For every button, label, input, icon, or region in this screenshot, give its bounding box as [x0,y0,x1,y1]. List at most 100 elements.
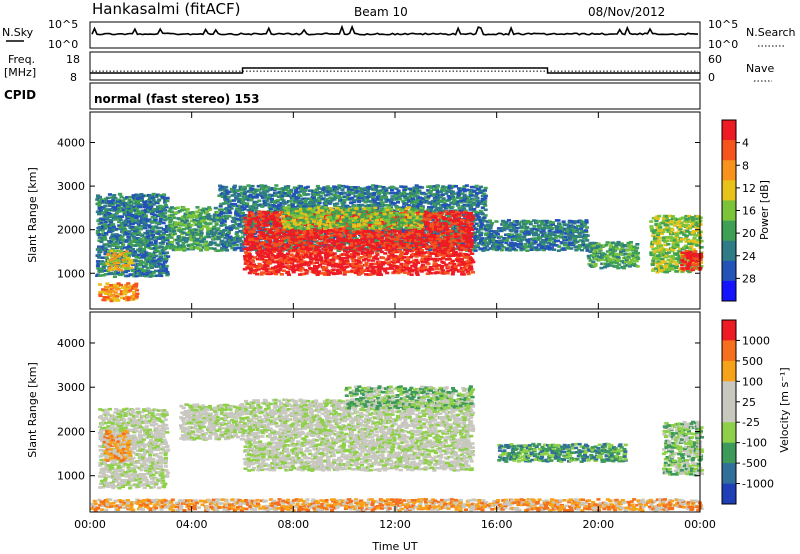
heatmap-cell [223,195,228,198]
heatmap-cell [317,201,322,205]
heatmap-cell [216,237,221,240]
heatmap-cell [144,254,149,257]
heatmap-cell [100,206,105,209]
heatmap-cell [109,239,114,243]
heatmap-cell [339,234,344,238]
heatmap-cell [225,234,230,237]
heatmap-cell [482,202,487,206]
heatmap-cell [123,256,128,260]
heatmap-cell [103,227,108,230]
heatmap-cell [482,189,487,192]
heatmap-cell [212,233,217,236]
heatmap-cell [118,209,123,213]
heatmap-cell [200,239,205,242]
heatmap-cell [218,220,223,223]
heatmap-cell [265,223,270,227]
heatmap-cell [119,290,124,293]
heatmap-cell [231,224,236,227]
heatmap-cell [344,185,349,188]
heatmap-cell [171,227,176,230]
heatmap-cell [299,201,304,204]
heatmap-cell [110,243,115,247]
heatmap-cell [111,216,116,220]
heatmap-cell [106,208,111,211]
heatmap-cell [331,258,336,261]
heatmap-cell [215,228,220,232]
heatmap-cell [151,264,156,268]
heatmap-cell [116,271,121,275]
heatmap-cell [231,204,236,207]
heatmap-cell [109,218,114,222]
heatmap-cell [189,215,194,219]
heatmap-cell [122,264,127,267]
heatmap-cell [136,263,141,267]
heatmap-cell [286,236,291,239]
heatmap-cell [149,273,154,276]
heatmap-cell [319,259,324,262]
heatmap-cell [158,237,163,240]
heatmap-cell [245,195,250,198]
heatmap-cell [261,249,266,252]
heatmap-cell [192,218,197,222]
heatmap-cell [111,201,116,205]
nsky-trace [91,24,698,36]
heatmap-cell [482,192,487,196]
heatmap-cell [288,210,293,213]
heatmap-cell [187,231,192,234]
heatmap-cell [337,186,342,189]
heatmap-cell [105,290,110,293]
heatmap-cell [240,199,245,203]
heatmap-cell [138,237,143,241]
heatmap-cell [260,233,265,237]
heatmap-cell [115,242,120,246]
heatmap-cell [140,209,145,213]
heatmap-cell [97,256,102,259]
heatmap-cell [303,268,308,272]
heatmap-cell [142,249,147,253]
heatmap-cell [179,208,184,212]
heatmap-cell [134,244,139,247]
heatmap-cell [143,226,148,230]
heatmap-cell [199,227,204,231]
heatmap-cell [281,237,286,241]
heatmap-cell [106,285,111,289]
heatmap-cell [134,284,139,288]
heatmap-cell [147,229,152,233]
heatmap-cell [202,225,207,228]
heatmap-cell [212,225,217,229]
heatmap-cell [191,215,196,218]
heatmap-cell [264,196,269,199]
heatmap-cell [281,199,286,202]
heatmap-cell [296,202,301,206]
heatmap-cell [260,205,265,208]
heatmap-cell [330,232,335,235]
heatmap-cell [98,248,103,252]
heatmap-cell [175,242,180,245]
heatmap-cell [141,236,146,239]
heatmap-cell [183,221,188,224]
heatmap-cell [284,239,289,243]
heatmap-cell [374,251,379,254]
heatmap-cell [227,190,232,194]
heatmap-cell [143,238,148,241]
heatmap-cell [155,261,160,265]
heatmap-cell [296,187,301,190]
heatmap-cell [195,206,200,209]
heatmap-cell [108,241,113,245]
heatmap-cell [329,192,334,196]
heatmap-cell [235,214,240,217]
heatmap-cell [223,242,228,246]
heatmap-cell [149,263,154,267]
heatmap-cell [136,214,141,218]
heatmap-cell [261,231,266,235]
heatmap-cell [441,185,446,188]
heatmap-cell [187,224,192,227]
heatmap-cell [105,217,110,220]
heatmap-cell [195,233,200,236]
heatmap-cell [158,209,163,213]
heatmap-cell [149,238,154,241]
heatmap-cell [124,207,129,210]
heatmap-cell [108,212,113,216]
heatmap-cell [126,255,131,258]
heatmap-cell [264,199,269,202]
